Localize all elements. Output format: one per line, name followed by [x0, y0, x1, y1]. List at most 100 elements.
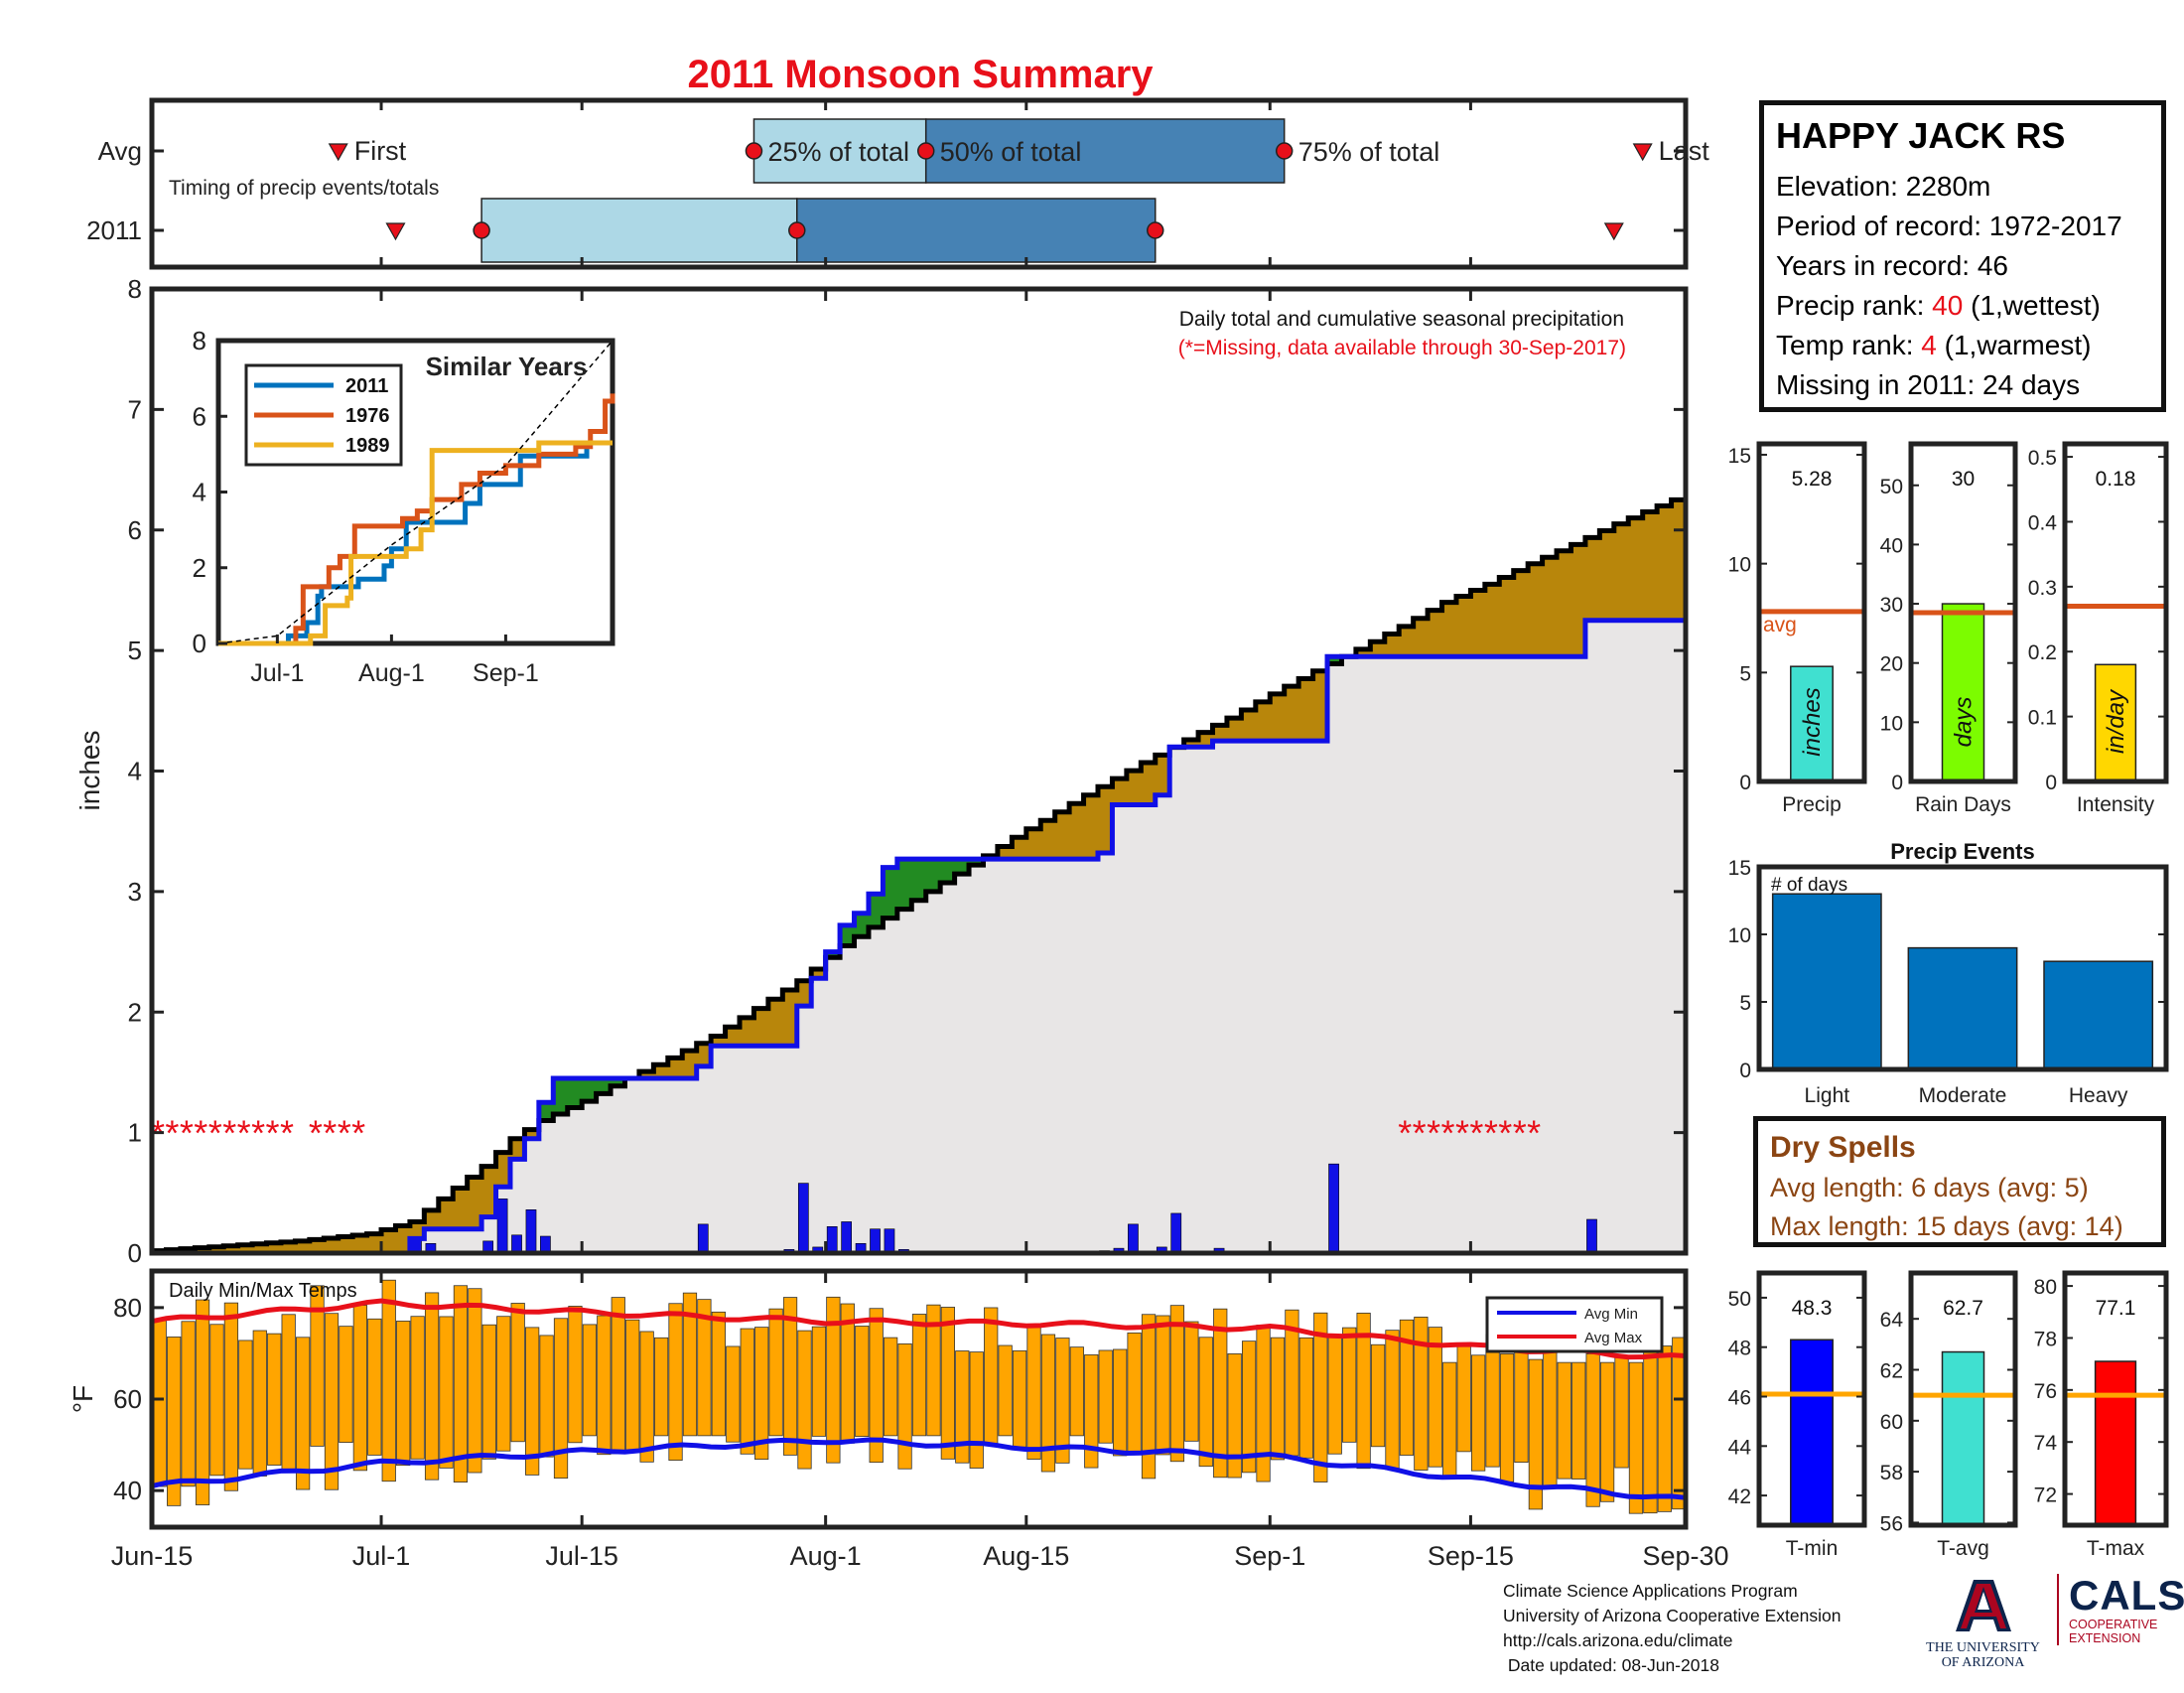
daily-temp-bar	[1557, 1361, 1571, 1480]
events-category-label: Heavy	[2069, 1084, 2128, 1107]
daily-temp-bar	[1456, 1344, 1471, 1453]
daily-precip-bar	[841, 1221, 852, 1254]
daily-temp-bar	[295, 1337, 311, 1490]
temp-rank-label: Temp rank:	[1776, 330, 1922, 360]
daily-temp-bar	[1599, 1361, 1615, 1502]
xtick-label: Aug-15	[983, 1541, 1069, 1571]
cals-sub-2: EXTENSION	[2069, 1631, 2141, 1645]
daily-temp-bar	[1571, 1361, 1586, 1480]
t_max-ytick-label: 76	[2034, 1380, 2057, 1403]
main-ytick-label: 1	[128, 1118, 142, 1148]
t_max-ytick-label: 78	[2034, 1328, 2057, 1350]
cals-sub-1: COOPERATIVE	[2069, 1618, 2158, 1631]
station-elevation: Elevation: 2280m	[1776, 171, 1991, 202]
intensity-ytick-label: 0	[2045, 772, 2057, 794]
legend-label-avg-min: Avg Min	[1584, 1306, 1638, 1323]
inset-ytick-label: 8	[193, 326, 206, 355]
daily-temp-bar	[152, 1320, 167, 1487]
daily-temp-bar	[1657, 1345, 1672, 1512]
rain_days-frame	[1908, 441, 2018, 784]
station-missing: Missing in 2011: 24 days	[1776, 369, 2081, 400]
footer-line-1: Climate Science Applications Program	[1503, 1581, 1798, 1601]
similar-years-line-1989	[218, 440, 613, 646]
daily-temp-bar	[611, 1297, 625, 1455]
missing-day-marker: *	[1441, 1113, 1455, 1154]
t_min-ytick-label: 50	[1728, 1288, 1751, 1311]
cumulative-2011-line	[152, 618, 1686, 1256]
daily-temp-bar	[869, 1308, 884, 1464]
daily-temp-bar	[1227, 1353, 1242, 1479]
daily-temp-bar	[281, 1314, 296, 1471]
xtick-label: Sep-15	[1428, 1541, 1514, 1571]
t_max-frame	[2062, 1270, 2169, 1528]
events-ytick-label: 5	[1739, 992, 1751, 1015]
daily-temp-bar	[668, 1303, 683, 1462]
daily-temp-bar	[855, 1326, 870, 1438]
t_min-ytick-label: 48	[1728, 1338, 1751, 1360]
main-ytick-label: 5	[128, 635, 142, 665]
daily-temp-bar	[496, 1316, 511, 1452]
t_avg-ytick-label: 60	[1880, 1411, 1903, 1434]
inset-ytick-label: 4	[193, 478, 206, 507]
events-category-label: Moderate	[1919, 1084, 2007, 1107]
daily-temp-bar	[1069, 1346, 1084, 1437]
timing-label-first: First	[354, 136, 407, 166]
station-period: Period of record: 1972-2017	[1776, 211, 2122, 241]
main-ytick-label: 2	[128, 997, 142, 1027]
daily-temp-bar	[884, 1337, 898, 1437]
daily-temp-bar	[568, 1306, 583, 1444]
precip-rank-label: Precip rank:	[1776, 290, 1933, 321]
intensity-ytick-label: 0.5	[2028, 447, 2057, 470]
daily-temp-bar	[653, 1337, 669, 1437]
cumulative-base-area	[152, 620, 1686, 1253]
intensity-frame	[2062, 441, 2169, 784]
timing-marker-last	[1632, 143, 1653, 162]
daily-precip-bar	[826, 1225, 838, 1254]
footer-line-3: http://cals.arizona.edu/climate	[1503, 1630, 1733, 1650]
main-ytick-label: 8	[128, 274, 142, 304]
similar-years-title: Similar Years	[426, 352, 588, 381]
daily-temp-bar	[1585, 1352, 1600, 1507]
daily-temp-bar	[682, 1292, 698, 1437]
t_avg-xlabel: T-avg	[1937, 1537, 1989, 1560]
xtick-label: Jul-15	[545, 1541, 618, 1571]
similar-years-line-2011	[218, 440, 613, 646]
daily-precip-bar	[870, 1228, 881, 1254]
daily-temp-bar	[1471, 1354, 1486, 1472]
timing-marker-last	[1603, 222, 1624, 241]
main-ylabel: inches	[74, 731, 105, 811]
events-title: Precip Events	[1890, 839, 2035, 864]
t_max-value-label: 77.1	[2096, 1297, 2136, 1320]
daily-temp-bar	[453, 1285, 469, 1483]
daily-temp-bar	[1012, 1349, 1027, 1448]
timing-row-avg: Avg	[98, 136, 142, 166]
inset-xtick-label: Aug-1	[358, 659, 425, 687]
daily-temp-bar	[352, 1305, 367, 1472]
missing-day-marker: *	[1455, 1113, 1469, 1154]
missing-day-marker: *	[1427, 1113, 1440, 1154]
daily-precip-bar	[540, 1235, 551, 1254]
daily-temp-bar	[1169, 1305, 1185, 1463]
missing-day-marker: *	[194, 1113, 207, 1154]
daily-temp-bar	[926, 1304, 941, 1437]
daily-temp-bar	[897, 1342, 912, 1470]
daily-temp-bar	[510, 1303, 525, 1443]
legend-label-1989: 1989	[345, 435, 390, 457]
xtick-label: Aug-1	[790, 1541, 862, 1571]
precip_total-xlabel: Precip	[1782, 793, 1842, 816]
daily-temp-bar	[1241, 1340, 1257, 1474]
daily-temp-bar	[768, 1308, 783, 1437]
missing-day-marker: *	[251, 1113, 265, 1154]
missing-day-marker: *	[165, 1113, 179, 1154]
rain_days-bar	[1941, 603, 1985, 782]
t_max-ytick-label: 72	[2034, 1484, 2057, 1507]
intensity-ytick-label: 0.2	[2028, 641, 2057, 664]
station-name: HAPPY JACK RS	[1776, 115, 2066, 156]
events-ytick-label: 10	[1728, 924, 1751, 947]
daily-temp-bar	[1528, 1358, 1544, 1510]
daily-temp-bar	[396, 1321, 411, 1467]
daily-temp-bar	[1428, 1327, 1442, 1468]
daily-temp-bar	[410, 1316, 425, 1460]
station-info-box: HAPPY JACK RS Elevation: 2280m Period of…	[1759, 100, 2166, 412]
timing-box-25-50	[480, 198, 798, 263]
